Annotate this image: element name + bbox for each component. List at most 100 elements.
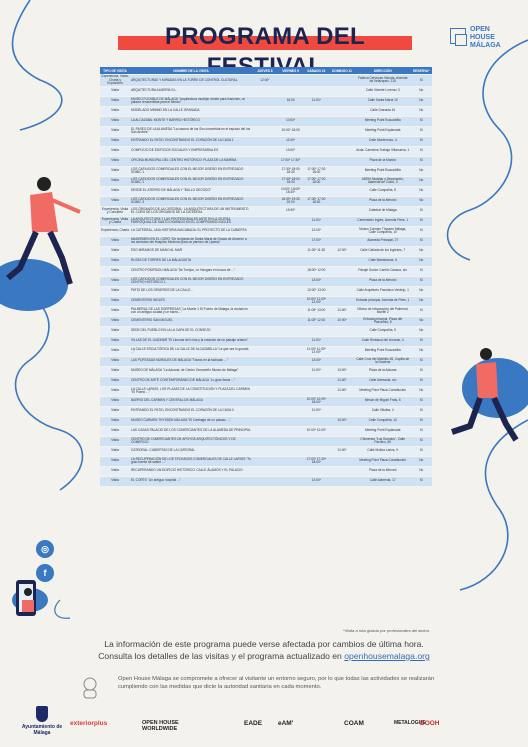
table-cell: 10:00* 12:00* bbox=[303, 426, 330, 436]
table-cell bbox=[329, 106, 355, 116]
table-cell: ARQUITECTURAS Y MIRADAS EN LA TORRE DE C… bbox=[129, 75, 253, 86]
open-house-malaga-logo[interactable]: OPEN HOUSE MÁLAGA bbox=[450, 26, 510, 50]
table-cell: ENTRANDO EL PATIO, ENCONTRANDO EL CORAZÓ… bbox=[129, 136, 253, 146]
sponsor-logo-metalogue[interactable]: METALOGUE bbox=[394, 720, 426, 726]
table-cell bbox=[329, 116, 355, 126]
table-cell bbox=[252, 436, 278, 446]
table-cell: Sí bbox=[410, 226, 432, 236]
sponsor-logo-eade[interactable]: EADE bbox=[244, 720, 263, 727]
table-cell bbox=[252, 256, 278, 266]
table-cell bbox=[252, 386, 278, 396]
table-cell bbox=[252, 106, 278, 116]
table-cell: LA CATEDRAL, UNA HISTORIA INACABADA: EL … bbox=[129, 226, 253, 236]
table-row: Visita LAS PORTADAS MURALES DE MÁLAGA "Tr… bbox=[100, 356, 432, 366]
table-cell: 17:00* 17:30 18:00 bbox=[303, 176, 330, 186]
table-cell: Visita bbox=[100, 396, 130, 406]
table-cell: No bbox=[410, 456, 432, 466]
table-row: Visita RECUPERANDO UN EDIFICIO HISTÓRICO:… bbox=[100, 466, 432, 476]
column-header: TIPO DE VISITA bbox=[100, 67, 130, 74]
table-cell: Visita bbox=[100, 146, 130, 156]
table-cell: No bbox=[410, 286, 432, 296]
table-cell bbox=[329, 216, 355, 226]
table-cell bbox=[329, 346, 355, 356]
table-cell: Visita bbox=[100, 106, 130, 116]
table-row: Visita LA CALLE ESCULTÓRICA DE LA CALLE D… bbox=[100, 346, 432, 356]
sponsor-logo-coam[interactable]: COAM bbox=[344, 720, 364, 727]
table-cell: ADEM Mudéjar y Decoración, Alameda de Co… bbox=[354, 176, 411, 186]
instagram-icon[interactable]: ◎ bbox=[36, 540, 54, 558]
table-cell bbox=[252, 136, 278, 146]
table-cell bbox=[329, 75, 355, 86]
table-cell: Visita bbox=[100, 386, 130, 396]
table-cell: 17:00* 17:30* 18:00* bbox=[303, 456, 330, 466]
table-cell: 18:30* 19:30 20:00 bbox=[277, 196, 304, 206]
table-cell bbox=[329, 226, 355, 236]
table-row: Visita ENTRANDO EL PATIO, ENCONTRANDO EL … bbox=[100, 136, 432, 146]
table-cell bbox=[277, 336, 304, 346]
table-cell: No bbox=[410, 296, 432, 306]
table-cell bbox=[329, 236, 355, 246]
table-cell: Calle Compañía, 10 bbox=[354, 416, 411, 426]
table-cell: No bbox=[410, 186, 432, 196]
table-cell bbox=[252, 356, 278, 366]
table-cell: Visita bbox=[100, 366, 130, 376]
table-cell bbox=[329, 206, 355, 216]
table-cell bbox=[252, 266, 278, 276]
sponsor-logo-eam[interactable]: eAM' bbox=[278, 720, 294, 727]
table-cell: 11:00* 12:30 bbox=[303, 316, 330, 326]
website-link[interactable]: openhousemalaga.org bbox=[344, 651, 430, 661]
table-cell: No bbox=[410, 466, 432, 476]
column-header: DIRECCIÓN bbox=[354, 67, 411, 74]
logo-line-2: HOUSE bbox=[470, 34, 495, 41]
table-cell: Alameda Principal, 27 bbox=[354, 236, 411, 246]
table-cell bbox=[329, 326, 355, 336]
table-cell: 10:00* 18:00 bbox=[277, 126, 304, 136]
table-cell: 11:00* bbox=[303, 336, 330, 346]
table-cell: OFICINA MUNICIPAL DEL CENTRO HISTÓRICO: … bbox=[129, 156, 253, 166]
table-cell: Pasaje Doctor Carrillo Casaux, s/n bbox=[354, 266, 411, 276]
table-cell: CENTRO DE ARTE CONTEMPORÁNEO DE MÁLAGA "… bbox=[129, 376, 253, 386]
table-cell: 10:00* 18:00* 18:30* bbox=[277, 186, 304, 196]
table-cell: LA RECUPERACIÓN DE LOS TECHADOS COMERCIA… bbox=[129, 456, 253, 466]
table-cell bbox=[303, 136, 330, 146]
table-cell: Sí bbox=[410, 266, 432, 276]
table-row: Visita BARRIO DEL CARMEN Y CENTRAL DE MÁL… bbox=[100, 396, 432, 406]
table-cell bbox=[277, 466, 304, 476]
table-cell: No bbox=[410, 386, 432, 396]
table-cell bbox=[252, 296, 278, 306]
table-cell: MUSEO FLEXIBLE DE MÁLAGA "Arquitectura m… bbox=[129, 96, 253, 106]
table-cell bbox=[329, 176, 355, 186]
table-cell: 11:00* bbox=[329, 386, 355, 396]
sponsor-logo-openhouse-worldwide[interactable]: OPEN HOUSE WORLDWIDE bbox=[142, 720, 179, 732]
table-cell bbox=[303, 446, 330, 456]
table-cell: Visita bbox=[100, 466, 130, 476]
table-cell bbox=[329, 436, 355, 446]
table-cell: LAS PORTADAS MURALES DE MÁLAGA "Trazos e… bbox=[129, 356, 253, 366]
table-cell: Visita bbox=[100, 236, 130, 246]
table-row: Visita CEMENTERIO INGLÉS 10:00* 11:00* 12:… bbox=[100, 296, 432, 306]
sponsor-logo-dooh[interactable]: DOOH bbox=[420, 720, 440, 727]
table-cell: Meeting Point Plaza Constitución bbox=[354, 386, 411, 396]
table-row: Visita DESDE EL ATERRO DE MÁLAGA Y "BULLO… bbox=[100, 186, 432, 196]
table-cell: Sí bbox=[410, 376, 432, 386]
sponsor-logo-exteriorplus[interactable]: exteriorplus bbox=[70, 720, 108, 727]
table-cell: Oficina de Información del Palmeral, Mue… bbox=[354, 306, 411, 316]
table-cell bbox=[303, 116, 330, 126]
table-cell bbox=[252, 216, 278, 226]
table-header-row: TIPO DE VISITA NOMBRE DE LA VISITA JUEVES … bbox=[100, 67, 432, 74]
table-cell: Visita bbox=[100, 436, 130, 446]
facebook-icon[interactable]: f bbox=[36, 564, 54, 582]
table-row: Visita CATEDRAL: CUBIERTAS DE LA CATEDRAL… bbox=[100, 446, 432, 456]
table-cell: Visita bbox=[100, 276, 130, 286]
table-cell bbox=[252, 246, 278, 256]
ayuntamiento-logo[interactable]: Ayuntamiento de Málaga bbox=[20, 706, 64, 744]
table-cell: Calle Arquitecto Francisco Verdejo, 1 bbox=[354, 286, 411, 296]
table-cell bbox=[252, 336, 278, 346]
table-cell bbox=[252, 166, 278, 176]
table-cell bbox=[329, 166, 355, 176]
table-cell: Visita bbox=[100, 476, 130, 486]
table-cell: No bbox=[410, 106, 432, 116]
table-cell: Sí bbox=[410, 146, 432, 156]
table-cell: Sí bbox=[410, 75, 432, 86]
phone-person-illustration bbox=[16, 580, 36, 616]
